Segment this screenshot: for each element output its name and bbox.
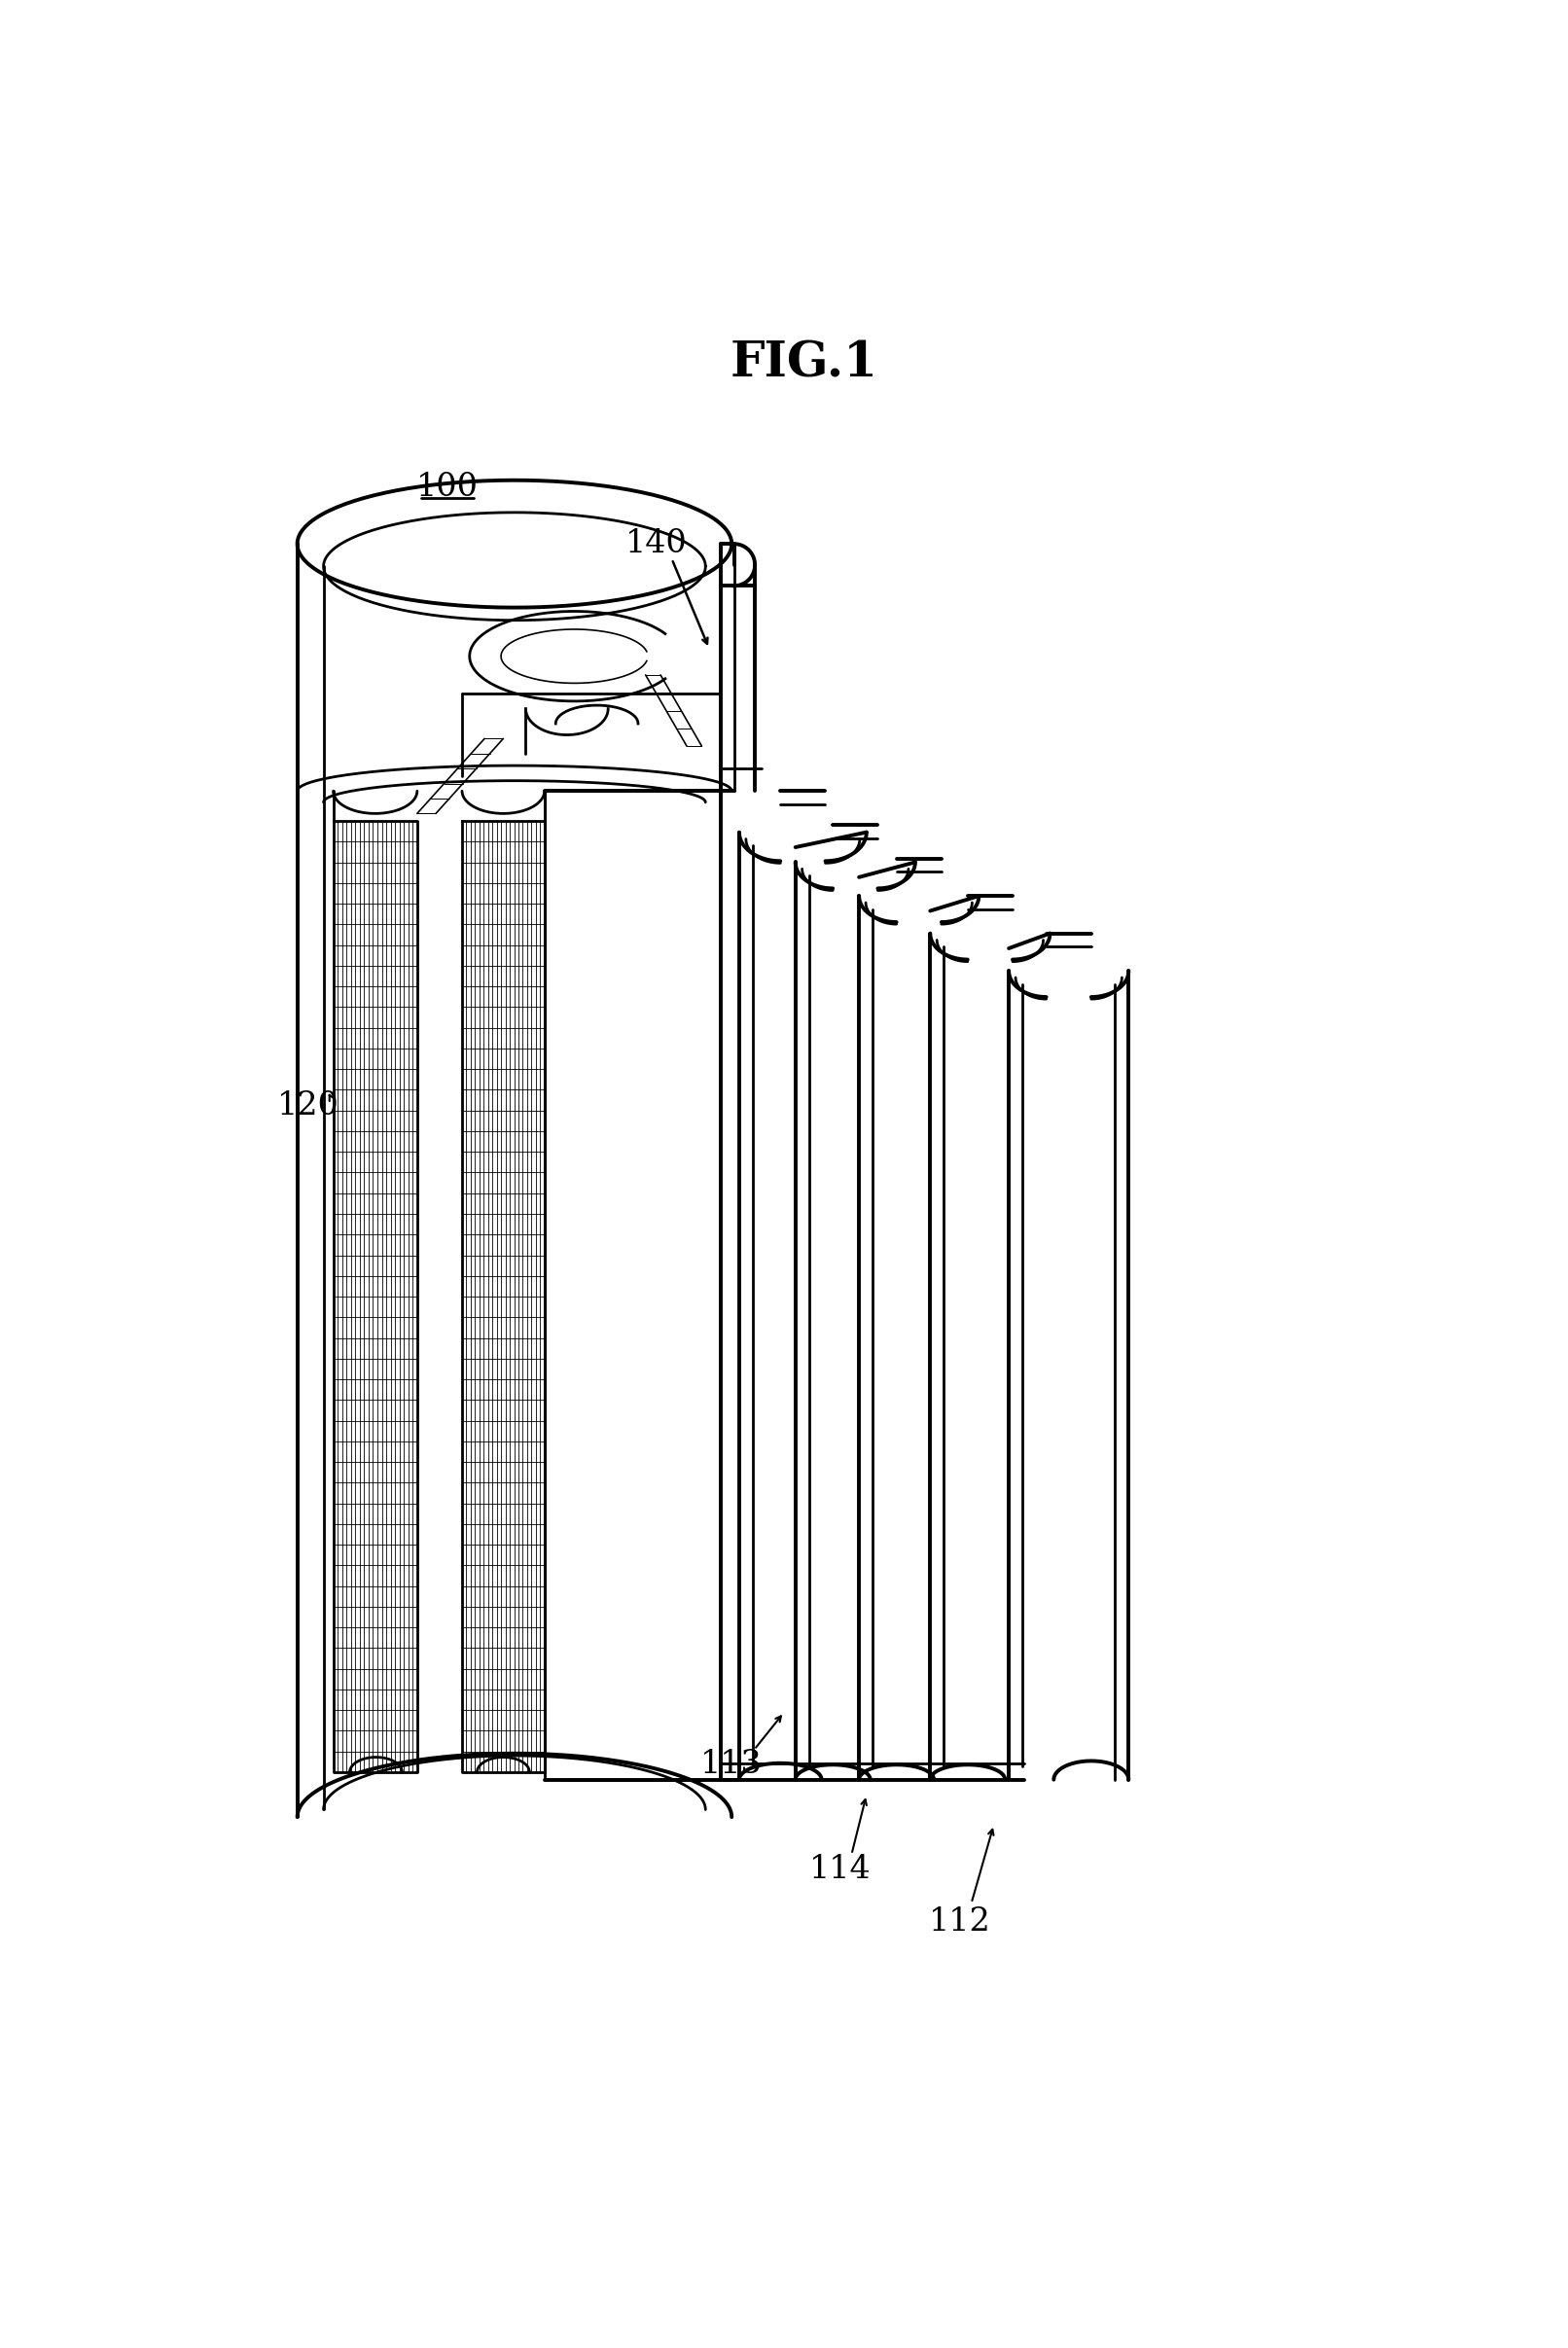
- Text: 100: 100: [416, 472, 478, 502]
- Text: 120: 120: [278, 1089, 340, 1120]
- Text: 112: 112: [930, 1907, 991, 1937]
- Text: FIG.1: FIG.1: [729, 340, 878, 387]
- Text: 140: 140: [626, 528, 688, 559]
- Text: 114: 114: [809, 1855, 872, 1885]
- Text: 113: 113: [701, 1749, 762, 1780]
